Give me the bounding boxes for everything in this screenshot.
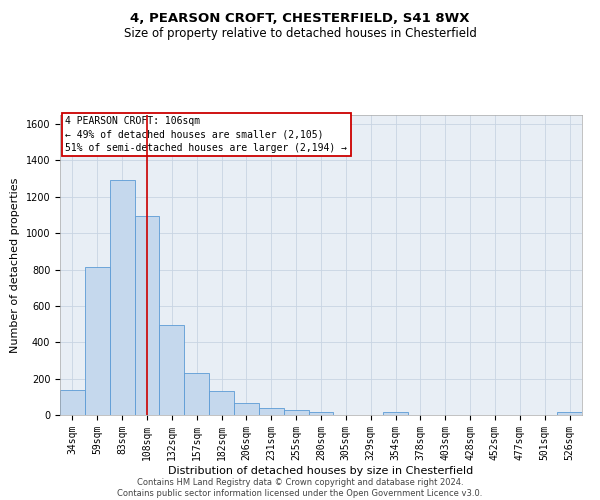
Bar [60,390,85,415]
Bar [209,392,234,415]
Bar [234,403,259,415]
Bar [557,412,582,415]
Text: Size of property relative to detached houses in Chesterfield: Size of property relative to detached ho… [124,28,476,40]
Bar [383,412,408,415]
Bar [110,180,134,415]
Y-axis label: Number of detached properties: Number of detached properties [10,178,20,352]
X-axis label: Distribution of detached houses by size in Chesterfield: Distribution of detached houses by size … [169,466,473,475]
Bar [134,216,160,415]
Bar [259,408,284,415]
Bar [184,373,209,415]
Text: Contains HM Land Registry data © Crown copyright and database right 2024.
Contai: Contains HM Land Registry data © Crown c… [118,478,482,498]
Text: 4 PEARSON CROFT: 106sqm
← 49% of detached houses are smaller (2,105)
51% of semi: 4 PEARSON CROFT: 106sqm ← 49% of detache… [65,116,347,153]
Bar [160,325,184,415]
Text: 4, PEARSON CROFT, CHESTERFIELD, S41 8WX: 4, PEARSON CROFT, CHESTERFIELD, S41 8WX [130,12,470,26]
Bar [85,267,110,415]
Bar [284,410,308,415]
Bar [308,412,334,415]
